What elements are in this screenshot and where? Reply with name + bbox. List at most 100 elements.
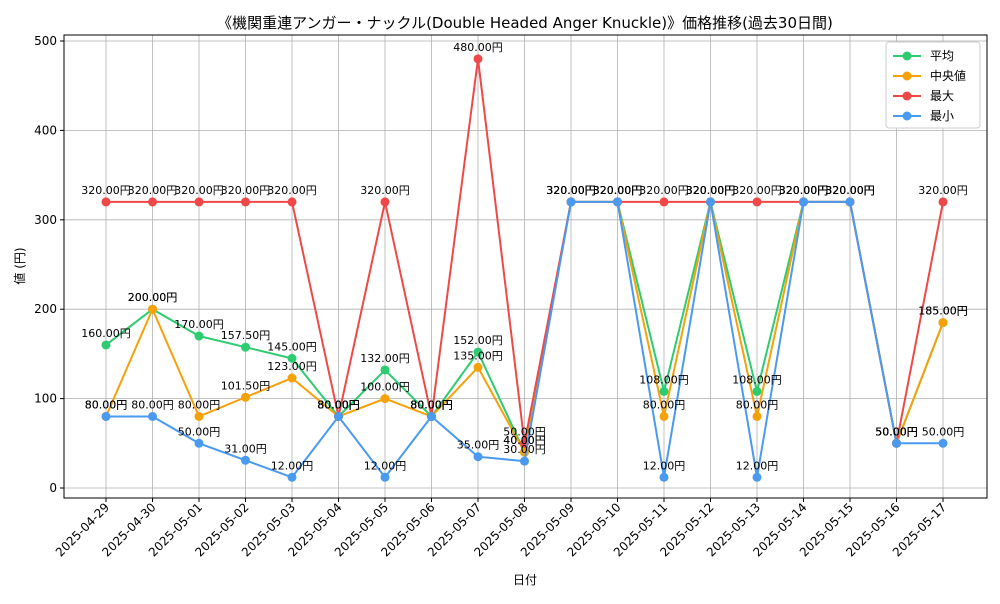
data-point bbox=[241, 197, 250, 207]
data-label: 135.00円 bbox=[453, 349, 503, 362]
data-point bbox=[659, 411, 669, 421]
data-point bbox=[194, 197, 204, 207]
data-label: 157.50円 bbox=[221, 329, 271, 342]
data-point bbox=[427, 411, 436, 421]
data-label: 320.00円 bbox=[825, 184, 875, 197]
data-label: 320.00円 bbox=[732, 184, 782, 197]
data-label: 170.00円 bbox=[174, 318, 224, 331]
y-tick-label: 400 bbox=[34, 123, 57, 137]
data-label: 320.00円 bbox=[779, 184, 829, 197]
data-label: 320.00円 bbox=[779, 184, 829, 197]
data-label: 80.00円 bbox=[131, 398, 174, 411]
data-label: 320.00円 bbox=[546, 184, 596, 197]
data-point bbox=[892, 438, 901, 448]
data-point bbox=[520, 456, 529, 466]
data-label: 132.00円 bbox=[360, 352, 410, 365]
data-label: 200.00円 bbox=[128, 291, 178, 304]
legend-marker bbox=[902, 111, 912, 121]
data-label: 50.00円 bbox=[875, 425, 918, 438]
data-label: 320.00円 bbox=[546, 184, 596, 197]
data-label: 320.00円 bbox=[221, 184, 271, 197]
data-label: 320.00円 bbox=[81, 184, 131, 197]
data-point bbox=[752, 197, 762, 207]
data-point bbox=[101, 197, 111, 207]
data-label: 320.00円 bbox=[825, 184, 875, 197]
data-label: 40.00円 bbox=[503, 434, 546, 447]
data-point bbox=[241, 392, 250, 402]
legend-label: 中央値 bbox=[930, 68, 966, 83]
data-point bbox=[148, 411, 157, 421]
data-point bbox=[101, 411, 111, 421]
data-point bbox=[613, 197, 622, 207]
data-point bbox=[938, 438, 948, 448]
data-point bbox=[194, 438, 204, 448]
data-label: 320.00円 bbox=[686, 184, 736, 197]
data-label: 30.00円 bbox=[503, 443, 546, 456]
data-label: 160.00円 bbox=[81, 327, 131, 340]
data-point bbox=[938, 318, 948, 328]
data-point bbox=[380, 394, 390, 404]
legend-marker bbox=[902, 71, 912, 81]
y-tick-label: 200 bbox=[34, 302, 57, 316]
data-point bbox=[566, 197, 576, 207]
data-label: 320.00円 bbox=[593, 184, 643, 197]
data-label: 50.00円 bbox=[178, 425, 221, 438]
data-label: 80.00円 bbox=[410, 398, 453, 411]
data-label: 185.00円 bbox=[918, 305, 968, 318]
data-point bbox=[473, 362, 483, 372]
data-label: 320.00円 bbox=[639, 184, 689, 197]
y-tick-label: 100 bbox=[34, 392, 57, 406]
data-label: 50.00円 bbox=[875, 425, 918, 438]
data-label: 80.00円 bbox=[410, 398, 453, 411]
y-tick-label: 500 bbox=[34, 34, 57, 48]
data-label: 12.00円 bbox=[736, 459, 779, 472]
data-label: 320.00円 bbox=[593, 184, 643, 197]
data-point bbox=[148, 197, 157, 207]
data-label: 80.00円 bbox=[178, 398, 221, 411]
data-label: 50.00円 bbox=[922, 425, 965, 438]
data-point bbox=[241, 455, 250, 465]
chart-title: 《機関重連アンガー・ナックル(Double Headed Anger Knuck… bbox=[217, 14, 833, 32]
data-point bbox=[287, 353, 297, 363]
data-point bbox=[287, 197, 297, 207]
data-point bbox=[752, 411, 762, 421]
legend-marker bbox=[902, 51, 912, 61]
data-label: 320.00円 bbox=[593, 184, 643, 197]
data-label: 480.00円 bbox=[453, 41, 503, 54]
data-label: 320.00円 bbox=[825, 184, 875, 197]
data-point bbox=[194, 331, 204, 341]
data-label: 50.00円 bbox=[875, 425, 918, 438]
data-label: 12.00円 bbox=[364, 459, 407, 472]
data-label: 123.00円 bbox=[267, 360, 317, 373]
data-point bbox=[938, 197, 948, 207]
data-label: 320.00円 bbox=[779, 184, 829, 197]
data-point bbox=[380, 197, 390, 207]
data-label: 80.00円 bbox=[643, 398, 686, 411]
data-point bbox=[287, 472, 297, 482]
data-label: 101.50円 bbox=[221, 379, 271, 392]
y-tick-label: 0 bbox=[49, 481, 57, 495]
data-label: 320.00円 bbox=[267, 184, 317, 197]
data-label: 145.00円 bbox=[267, 340, 317, 353]
data-point bbox=[473, 347, 483, 357]
data-label: 185.00円 bbox=[918, 305, 968, 318]
data-label: 31.00円 bbox=[224, 442, 267, 455]
data-point bbox=[194, 411, 204, 421]
data-label: 320.00円 bbox=[546, 184, 596, 197]
data-label: 12.00円 bbox=[271, 459, 314, 472]
data-point bbox=[380, 365, 390, 375]
legend-label: 平均 bbox=[930, 49, 954, 63]
legend-label: 最小 bbox=[930, 109, 954, 123]
data-point bbox=[473, 54, 483, 64]
data-label: 108.00円 bbox=[639, 373, 689, 386]
data-point bbox=[799, 197, 808, 207]
data-label: 50.00円 bbox=[875, 425, 918, 438]
data-point bbox=[148, 304, 157, 314]
data-label: 80.00円 bbox=[317, 398, 360, 411]
data-point bbox=[473, 452, 483, 462]
data-label: 12.00円 bbox=[643, 459, 686, 472]
x-axis-title: 日付 bbox=[513, 573, 537, 587]
data-label: 80.00円 bbox=[317, 398, 360, 411]
